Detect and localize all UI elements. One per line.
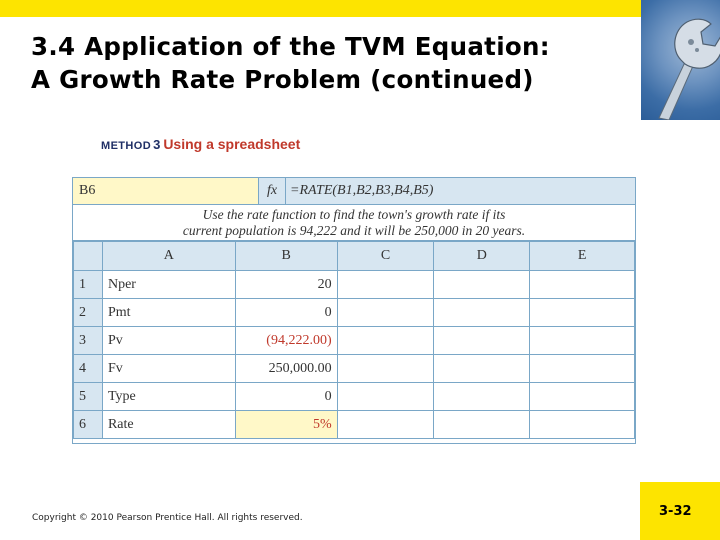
empty-cell[interactable] (529, 354, 635, 383)
empty-cell[interactable] (336, 354, 435, 383)
row-number[interactable]: 5 (73, 382, 103, 411)
top-accent-bar (0, 0, 641, 17)
cell-reference[interactable]: B6 (73, 178, 259, 204)
column-header-b[interactable]: B (234, 241, 338, 271)
cell-value[interactable]: 0 (234, 298, 338, 327)
method-tag: METHOD (101, 140, 152, 152)
selected-cell-value[interactable]: 5% (234, 410, 338, 439)
method-heading: METHOD 3 Using a spreadsheet (101, 136, 300, 152)
cell-value[interactable]: 20 (234, 270, 338, 299)
cell-value[interactable]: 250,000.00 (234, 354, 338, 383)
empty-cell[interactable] (336, 410, 435, 439)
caption-line-1: Use the rate function to find the town's… (202, 207, 506, 222)
cell-label[interactable]: Type (101, 382, 236, 411)
method-text: Using a spreadsheet (163, 136, 301, 152)
column-header-a[interactable]: A (101, 241, 236, 271)
empty-cell[interactable] (336, 326, 435, 355)
empty-cell[interactable] (433, 410, 531, 439)
empty-cell[interactable] (529, 326, 635, 355)
method-number: 3 (153, 137, 161, 152)
cell-label[interactable]: Pmt (101, 298, 236, 327)
empty-cell[interactable] (433, 298, 531, 327)
title-line-2: A Growth Rate Problem (continued) (31, 65, 534, 94)
empty-cell[interactable] (529, 270, 635, 299)
table-row: 5 Type 0 (73, 382, 635, 411)
cell-value[interactable]: (94,222.00) (234, 326, 338, 355)
table-row: 6 Rate 5% (73, 410, 635, 439)
empty-cell[interactable] (433, 354, 531, 383)
table-row: 3 Pv (94,222.00) (73, 326, 635, 355)
column-header-c[interactable]: C (336, 241, 435, 271)
slide-number: 3-32 (640, 482, 720, 540)
empty-cell[interactable] (433, 270, 531, 299)
slide-title: 3.4 Application of the TVM Equation: A G… (31, 30, 631, 96)
row-number[interactable]: 4 (73, 354, 103, 383)
column-header-e[interactable]: E (529, 241, 635, 271)
cell-label[interactable]: Rate (101, 410, 236, 439)
table-row: 1 Nper 20 (73, 270, 635, 299)
spreadsheet-grid: A B C D E 1 Nper 20 2 Pmt 0 (73, 241, 635, 439)
empty-cell[interactable] (336, 298, 435, 327)
row-number[interactable]: 6 (73, 410, 103, 439)
row-number[interactable]: 3 (73, 326, 103, 355)
cell-label[interactable]: Fv (101, 354, 236, 383)
corner-cell (73, 241, 103, 271)
empty-cell[interactable] (336, 382, 435, 411)
cell-label[interactable]: Pv (101, 326, 236, 355)
empty-cell[interactable] (529, 382, 635, 411)
formula-bar: B6 fx =RATE(B1,B2,B3,B4,B5) (73, 178, 635, 205)
fx-icon: fx (259, 178, 286, 204)
copyright-notice: Copyright © 2010 Pearson Prentice Hall. … (32, 513, 303, 523)
spreadsheet: B6 fx =RATE(B1,B2,B3,B4,B5) Use the rate… (72, 177, 636, 444)
empty-cell[interactable] (433, 382, 531, 411)
spreadsheet-caption: Use the rate function to find the town's… (73, 205, 635, 241)
title-line-1: 3.4 Application of the TVM Equation: (31, 32, 550, 61)
empty-cell[interactable] (433, 326, 531, 355)
empty-cell[interactable] (529, 298, 635, 327)
column-header-d[interactable]: D (433, 241, 531, 271)
row-number[interactable]: 1 (73, 270, 103, 299)
row-number[interactable]: 2 (73, 298, 103, 327)
caption-line-2: current population is 94,222 and it will… (182, 223, 526, 238)
formula-field[interactable]: =RATE(B1,B2,B3,B4,B5) (286, 178, 635, 204)
cell-label[interactable]: Nper (101, 270, 236, 299)
column-header-row: A B C D E (73, 241, 635, 271)
table-row: 2 Pmt 0 (73, 298, 635, 327)
table-row: 4 Fv 250,000.00 (73, 354, 635, 383)
empty-cell[interactable] (336, 270, 435, 299)
empty-cell[interactable] (529, 410, 635, 439)
wrench-icon (641, 0, 720, 120)
cell-value[interactable]: 0 (234, 382, 338, 411)
